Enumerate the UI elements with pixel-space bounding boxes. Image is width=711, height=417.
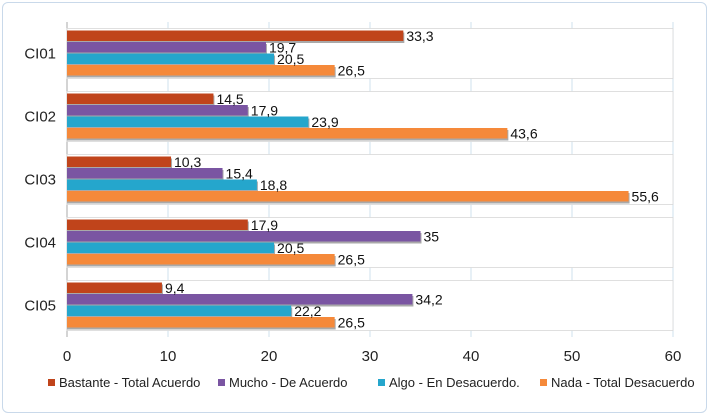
data-label: 33,3 — [406, 28, 433, 44]
x-tick-label: 0 — [63, 348, 71, 365]
data-label: 35 — [424, 229, 440, 245]
legend-swatch — [540, 379, 547, 386]
data-label: 26,5 — [338, 252, 365, 268]
data-label: 55,6 — [632, 189, 659, 205]
bar — [67, 317, 335, 328]
data-labels: 33,319,720,526,514,517,923,943,610,315,4… — [165, 28, 659, 331]
legend-label: Bastante - Total Acuerdo — [59, 375, 200, 390]
category-label: CI02 — [24, 109, 56, 126]
data-label: 18,8 — [260, 177, 287, 193]
data-label: 20,5 — [277, 240, 304, 256]
bar — [67, 282, 162, 293]
legend-swatch — [378, 379, 385, 386]
bar — [67, 105, 248, 116]
bar — [67, 53, 275, 64]
data-label: 14,5 — [216, 91, 243, 107]
data-label: 34,2 — [415, 292, 442, 308]
data-label: 15,4 — [226, 166, 253, 182]
bars — [67, 30, 630, 330]
bar — [67, 231, 421, 242]
x-tick-label: 10 — [160, 348, 177, 365]
category-labels: CI01 CI02 CI03 CI04 CI05 — [24, 46, 56, 315]
data-label: 26,5 — [338, 315, 365, 331]
data-label: 22,2 — [294, 303, 321, 319]
bar — [67, 116, 309, 127]
legend-label: Mucho - De Acuerdo — [229, 375, 348, 390]
bar — [67, 65, 335, 76]
bar — [67, 191, 629, 202]
legend-label: Algo - En Desacuerdo. — [389, 375, 520, 390]
data-label: 23,9 — [311, 114, 338, 130]
bar — [67, 30, 404, 41]
legend: Bastante - Total Acuerdo Mucho - De Acuer… — [48, 375, 695, 390]
category-label: CI05 — [24, 298, 56, 315]
x-tick-label: 20 — [261, 348, 278, 365]
data-label: 17,9 — [251, 103, 278, 119]
legend-swatch — [48, 379, 55, 386]
x-tick-label: 30 — [362, 348, 379, 365]
bar — [67, 179, 257, 190]
data-label: 26,5 — [338, 63, 365, 79]
bar — [67, 168, 223, 179]
bar — [67, 156, 172, 167]
bar — [67, 93, 214, 104]
category-label: CI01 — [24, 46, 56, 63]
data-label: 20,5 — [277, 51, 304, 67]
legend-swatch — [218, 379, 225, 386]
legend-label: Nada - Total Desacuerdo — [551, 375, 695, 390]
data-label: 43,6 — [510, 126, 537, 142]
bar — [67, 305, 292, 316]
category-label: CI03 — [24, 172, 56, 189]
bar — [67, 242, 275, 253]
x-tick-label: 60 — [665, 348, 682, 365]
data-label: 17,9 — [251, 217, 278, 233]
x-tick-label: 50 — [564, 348, 581, 365]
data-label: 9,4 — [165, 280, 185, 296]
category-label: CI04 — [24, 235, 56, 252]
bar — [67, 294, 413, 305]
bar — [67, 42, 266, 53]
x-axis-ticks: 0 10 20 30 40 50 60 — [63, 348, 682, 365]
bar — [67, 219, 248, 230]
data-label: 19,7 — [269, 40, 296, 56]
bar — [67, 254, 335, 265]
x-tick-label: 40 — [463, 348, 480, 365]
data-label: 10,3 — [174, 154, 201, 170]
bar — [67, 128, 508, 139]
